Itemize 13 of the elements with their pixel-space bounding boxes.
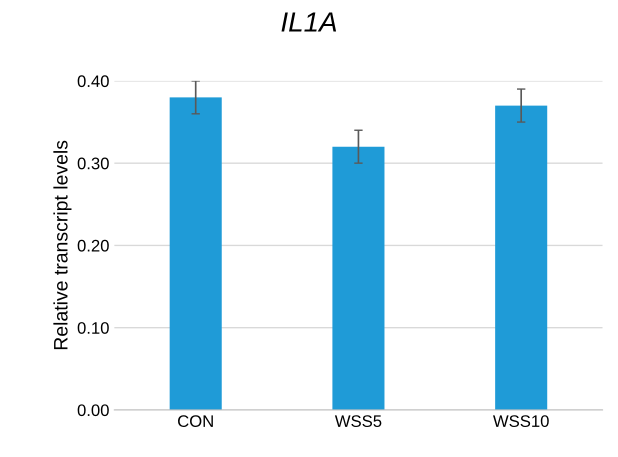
bar <box>332 146 384 410</box>
y-tick-label: 0.10 <box>78 322 109 334</box>
chart-title: IL1A <box>282 12 336 32</box>
y-tick-label: 0.30 <box>78 158 109 170</box>
x-tick-label: CON <box>178 415 213 428</box>
y-axis-title: Relative transcript levels <box>53 140 72 350</box>
x-tick-label: WSS10 <box>493 415 549 428</box>
bar <box>495 106 548 410</box>
y-tick-label: 0.00 <box>78 404 109 416</box>
bar <box>170 97 222 410</box>
y-tick-label: 0.20 <box>78 240 109 252</box>
x-tick-label: WSS5 <box>334 415 382 428</box>
y-tick-label: 0.40 <box>78 75 109 88</box>
